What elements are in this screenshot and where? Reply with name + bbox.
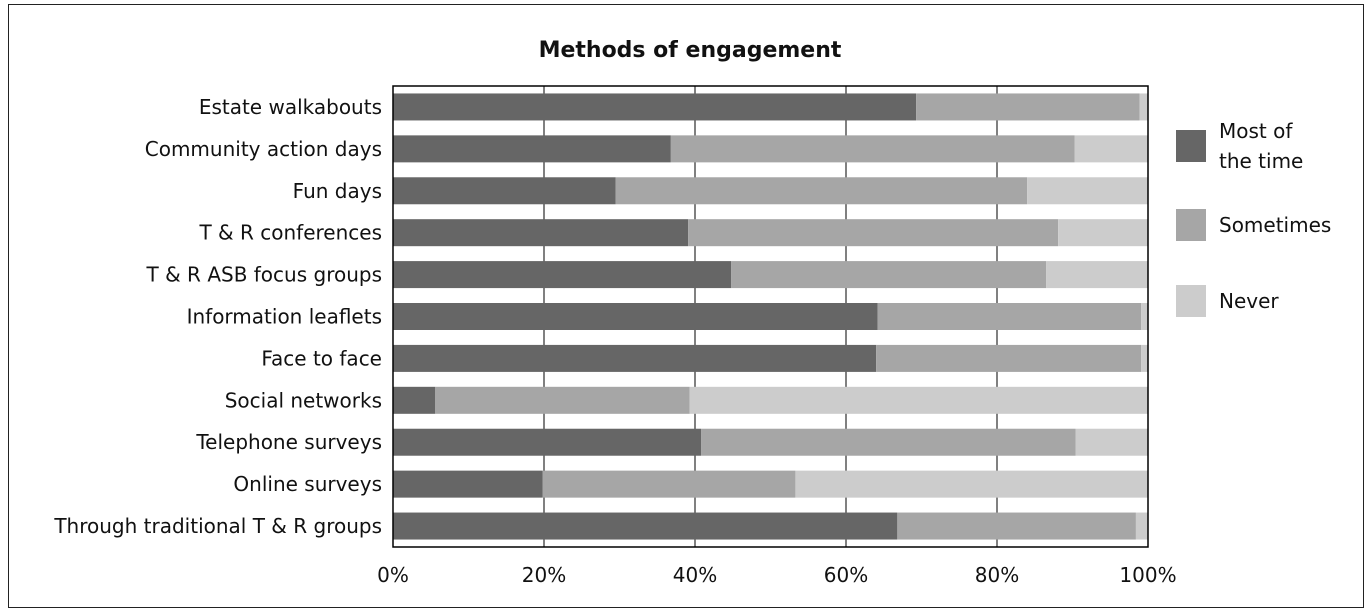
legend: Most of the time Sometimes Never — [1176, 119, 1331, 317]
bar-most-of-the-time — [393, 470, 543, 498]
bar-most-of-the-time — [393, 344, 877, 372]
bar-sometimes — [731, 261, 1047, 289]
bar-never — [1074, 135, 1148, 163]
x-tick-label: 40% — [673, 563, 717, 587]
category-label: Social networks — [225, 388, 382, 412]
bar-never — [1027, 177, 1148, 205]
category-label: Telephone surveys — [195, 430, 382, 454]
category-label: Online surveys — [233, 472, 382, 496]
legend-label-most-of-the-time: Most of the time — [1219, 119, 1303, 173]
stacked-bar-chart: Methods of engagement Estate walkabouts C… — [53, 38, 1331, 587]
category-label: Through traditional T & R groups — [53, 514, 382, 538]
category-label: T & R conferences — [198, 221, 382, 245]
category-label: T & R ASB focus groups — [146, 263, 382, 287]
category-label: Face to face — [261, 346, 382, 370]
bar-most-of-the-time — [393, 261, 732, 289]
bar-most-of-the-time — [393, 386, 436, 414]
bar-sometimes — [615, 177, 1028, 205]
legend-label-sometimes: Sometimes — [1219, 213, 1331, 237]
bar-never — [795, 470, 1148, 498]
bar-sometimes — [670, 135, 1075, 163]
x-axis-tick-labels: 0% 20% 40% 60% 80% 100% — [377, 563, 1176, 587]
bar-most-of-the-time — [393, 219, 689, 247]
x-tick-label: 60% — [824, 563, 868, 587]
bar-sometimes — [916, 93, 1140, 121]
plot-border — [392, 85, 1149, 548]
bar-sometimes — [435, 386, 690, 414]
category-label: Estate walkabouts — [199, 95, 382, 119]
chart-title: Methods of engagement — [539, 38, 842, 63]
category-labels: Estate walkabouts Community action days Fu… — [53, 95, 382, 538]
bar-never — [1075, 428, 1148, 456]
bar-never — [1139, 93, 1148, 121]
bar-sometimes — [542, 470, 796, 498]
x-tick-label: 20% — [522, 563, 566, 587]
bar-never — [689, 386, 1148, 414]
legend-swatch-never — [1176, 285, 1206, 317]
bar-sometimes — [701, 428, 1076, 456]
legend-swatch-most-of-the-time — [1176, 130, 1206, 162]
category-label: Fun days — [293, 179, 382, 203]
bar-sometimes — [877, 303, 1142, 330]
bar-most-of-the-time — [393, 93, 917, 121]
bar-sometimes — [897, 512, 1136, 540]
bar-never — [1135, 512, 1148, 540]
bar-never — [1141, 344, 1148, 372]
bar-most-of-the-time — [393, 303, 878, 330]
bars — [393, 93, 1148, 540]
bar-never — [1141, 303, 1148, 330]
bar-most-of-the-time — [393, 512, 898, 540]
x-tick-label: 80% — [975, 563, 1019, 587]
bar-most-of-the-time — [393, 135, 671, 163]
plot-area — [392, 85, 1149, 548]
bar-never — [1046, 261, 1148, 289]
category-label: Information leaflets — [187, 305, 382, 329]
bar-most-of-the-time — [393, 428, 702, 456]
legend-swatch-sometimes — [1176, 209, 1206, 241]
legend-label-never: Never — [1219, 289, 1279, 313]
chart-frame: Methods of engagement Estate walkabouts C… — [8, 4, 1364, 608]
bar-sometimes — [688, 219, 1059, 247]
x-tick-label: 0% — [377, 563, 409, 587]
bar-sometimes — [876, 344, 1142, 372]
bar-most-of-the-time — [393, 177, 616, 205]
x-tick-label: 100% — [1119, 563, 1176, 587]
category-label: Community action days — [145, 137, 382, 161]
bar-never — [1058, 219, 1148, 247]
